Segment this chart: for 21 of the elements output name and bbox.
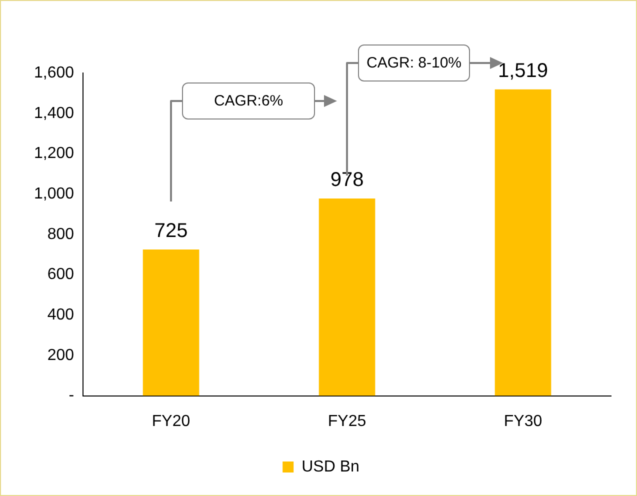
bar (318, 198, 376, 396)
y-tick-label: 1,200 (34, 145, 74, 162)
legend-label: USD Bn (302, 458, 360, 476)
y-tick-label: 1,400 (34, 104, 74, 122)
bar (142, 250, 200, 396)
callout-box: CAGR: 8-10% (358, 44, 470, 82)
data-label: 725 (154, 220, 188, 242)
y-tick-label: 200 (47, 346, 74, 364)
y-tick-label: 1,600 (34, 64, 74, 82)
x-tick-label: FY30 (504, 412, 542, 430)
data-label: 978 (330, 169, 364, 192)
bar (494, 89, 552, 396)
y-tick-label: - (68, 387, 74, 404)
callout-box: CAGR:6% (182, 82, 316, 120)
x-tick-label: FY20 (152, 412, 190, 430)
y-tick-label: 800 (47, 226, 74, 243)
y-tick-label: 600 (47, 266, 74, 284)
y-tick-label: 1,000 (34, 185, 74, 202)
y-tick-label: 400 (47, 306, 74, 324)
x-tick-label: FY25 (328, 412, 366, 430)
data-label: 1,519 (498, 60, 548, 82)
